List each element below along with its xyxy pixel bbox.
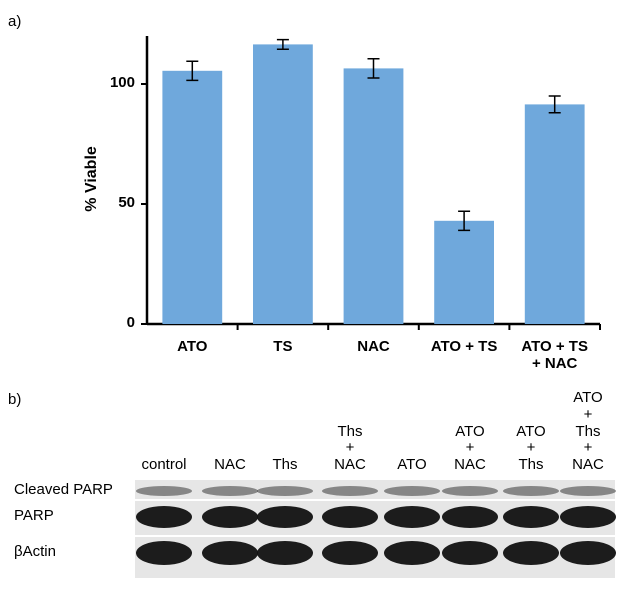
y-tick-label: 50 xyxy=(118,194,135,211)
blot-band xyxy=(442,506,498,528)
column-label: Ths xyxy=(272,456,298,474)
blot-band xyxy=(136,486,192,496)
blot-band xyxy=(257,486,313,496)
error-bar xyxy=(548,95,561,114)
blot-band xyxy=(322,541,378,565)
blot-band xyxy=(442,486,498,496)
panel-label: b) xyxy=(8,391,22,408)
error-bar xyxy=(186,60,199,82)
column-label: ATO + Ths xyxy=(516,422,546,474)
blot-band xyxy=(257,541,313,565)
blot-band xyxy=(257,506,313,528)
row-label: Cleaved PARP xyxy=(14,481,113,498)
column-label: Ths + NAC xyxy=(334,422,366,474)
blot-band xyxy=(322,486,378,496)
column-label: ATO + Ths + NAC xyxy=(572,389,604,474)
blot-band xyxy=(136,541,192,565)
error-bar xyxy=(458,210,471,232)
blot-band xyxy=(322,506,378,528)
x-tick-label: ATO xyxy=(177,338,208,355)
bar xyxy=(253,44,313,325)
row-label: PARP xyxy=(14,507,54,524)
x-tick-label: ATO + TS + NAC xyxy=(521,338,588,372)
y-tick-label: 100 xyxy=(109,74,135,91)
bar xyxy=(162,70,223,324)
blot-band xyxy=(384,506,440,528)
blot-band xyxy=(442,541,498,565)
blot-band xyxy=(384,541,440,565)
blot-band xyxy=(384,486,440,496)
bar xyxy=(434,220,494,324)
blot-band xyxy=(560,486,616,496)
blot-band xyxy=(503,541,559,565)
error-bar xyxy=(367,58,380,79)
column-label: ATO + NAC xyxy=(454,422,486,474)
column-label: ATO xyxy=(397,456,427,474)
row-label: βActin xyxy=(14,543,56,560)
bar xyxy=(343,68,404,325)
panel-label: a) xyxy=(8,13,22,30)
column-label: control xyxy=(141,456,187,474)
blot-band xyxy=(503,486,559,496)
y-tick-label: 0 xyxy=(126,314,135,331)
blot-band xyxy=(202,541,258,565)
x-tick-label: TS xyxy=(273,338,293,355)
blot-band xyxy=(202,506,258,528)
blot-band xyxy=(202,486,258,496)
blot-band xyxy=(503,506,559,528)
blot-band xyxy=(560,506,616,528)
x-tick-label: ATO + TS xyxy=(430,338,498,355)
column-label: NAC xyxy=(214,456,246,474)
error-bar xyxy=(276,38,289,50)
blot-band xyxy=(560,541,616,565)
blot-band xyxy=(136,506,192,528)
x-tick-label: NAC xyxy=(357,338,390,355)
bar xyxy=(524,104,585,325)
